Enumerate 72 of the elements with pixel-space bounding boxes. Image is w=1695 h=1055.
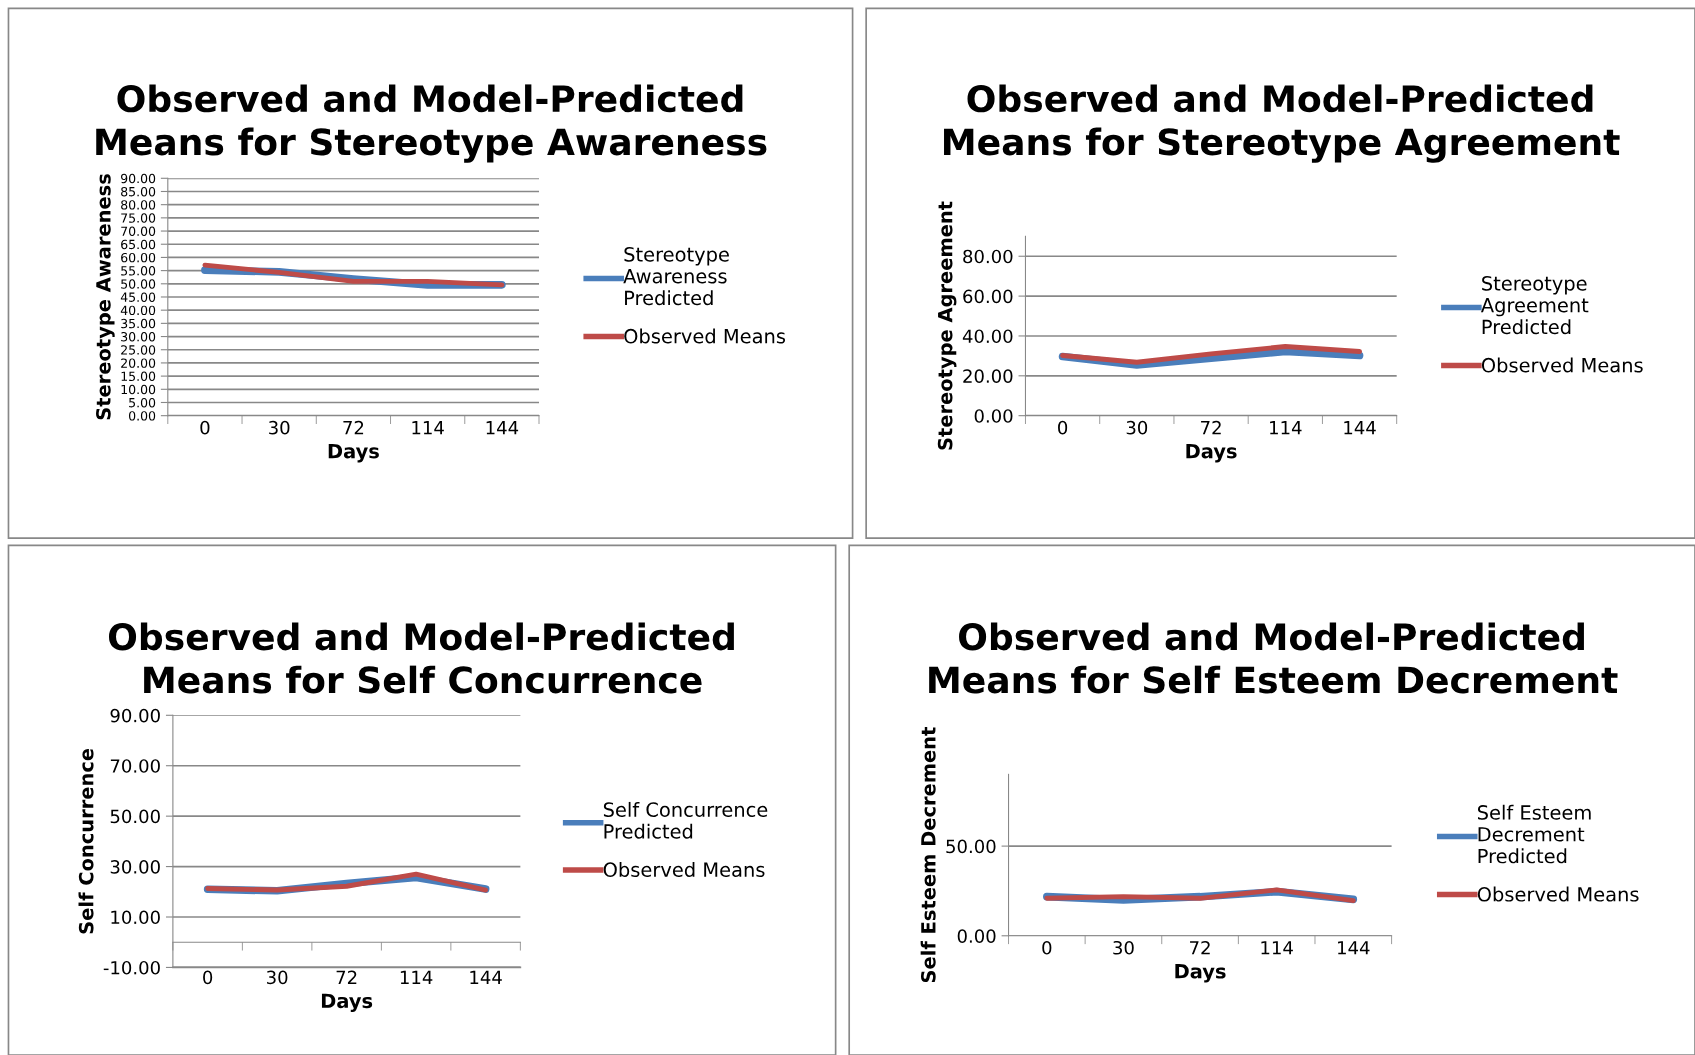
x-tick-label: 0 (1042, 940, 1052, 955)
chart-title: Observed and Model-Predicted Means for Stereotype Awareness (96, 84, 767, 163)
y-tick-label: 60.00 (963, 289, 1013, 304)
x-tick-label: 114 (1261, 941, 1293, 955)
y-tick-label: 40.00 (120, 305, 156, 316)
x-tick-label: 114 (1270, 421, 1302, 435)
chart-title: Observed and Model-Predicted Means for Stereotype Agreement (944, 84, 1620, 163)
x-axis-title: Days (1175, 964, 1226, 983)
y-tick-label: 10.00 (121, 384, 156, 395)
y-tick-label: 70.00 (121, 226, 156, 236)
y-tick-label: 15.00 (121, 371, 156, 382)
x-tick-label: 30 (1113, 940, 1134, 955)
legend-label: Self Esteem Decrement Predicted (1477, 804, 1591, 864)
y-tick-label: 75.00 (121, 213, 156, 223)
x-tick-label: 72 (1190, 940, 1210, 955)
y-axis-title: Stereotype Agreement (937, 201, 957, 450)
y-tick-label: 40.00 (962, 329, 1013, 344)
x-tick-label: 144 (1344, 421, 1376, 435)
x-tick-label: 72 (1201, 420, 1221, 435)
x-tick-label: 0 (200, 420, 210, 435)
x-tick-label: 114 (412, 421, 444, 435)
x-tick-label: 144 (470, 970, 502, 984)
legend-label: Observed Means (624, 328, 786, 344)
y-tick-label: 35.00 (121, 318, 156, 329)
x-tick-label: 30 (267, 970, 288, 985)
x-tick-label: 72 (343, 420, 364, 435)
x-axis-title: Days (321, 993, 373, 1013)
y-tick-label: 80.00 (963, 249, 1013, 264)
y-tick-label: 30.00 (110, 860, 160, 874)
y-tick-label: 50.00 (121, 279, 156, 289)
legend-label: Stereotype Agreement Predicted (1480, 276, 1589, 335)
x-tick-label: 0 (203, 970, 213, 985)
y-tick-label: 20.00 (121, 358, 156, 368)
legend-label: Observed Means (603, 861, 765, 878)
y-axis-title: Self Concurrence (78, 748, 94, 934)
x-tick-label: 144 (486, 421, 519, 435)
y-tick-label: 0.00 (974, 409, 1013, 423)
y-tick-label: 5.00 (129, 397, 156, 408)
y-axis-title: Self Esteem Decrement (920, 727, 936, 983)
y-tick-label: 60.00 (121, 252, 156, 263)
y-tick-label: 50.00 (946, 839, 996, 854)
y-tick-label: 0.00 (957, 929, 996, 943)
y-tick-label: 45.00 (120, 292, 156, 302)
x-tick-label: 30 (1126, 420, 1148, 435)
y-tick-label: 30.00 (121, 332, 156, 342)
legend-label: Observed Means (1477, 886, 1639, 902)
y-tick-label: -10.00 (103, 960, 160, 975)
y-tick-label: 90.00 (110, 708, 160, 723)
y-tick-label: 10.00 (111, 910, 160, 925)
x-tick-label: 114 (400, 970, 433, 984)
y-tick-label: 70.00 (110, 759, 160, 773)
chart-title: Observed and Model-Predicted Means for Self Esteem Decrement (929, 622, 1618, 694)
y-tick-label: 85.00 (121, 186, 156, 197)
y-tick-label: 55.00 (121, 266, 156, 276)
x-tick-label: 144 (1338, 941, 1370, 955)
y-axis-title: Stereotype Awareness (96, 174, 115, 420)
y-tick-label: 65.00 (121, 239, 156, 250)
legend-label: Self Concurrence Predicted (603, 801, 768, 839)
y-tick-label: 80.00 (121, 200, 156, 210)
x-tick-label: 0 (1058, 420, 1068, 435)
legend-label: Observed Means (1481, 357, 1643, 373)
legend-label: Stereotype Awareness Predicted (623, 247, 729, 306)
y-tick-label: 50.00 (110, 809, 160, 824)
x-axis-title: Days (1186, 444, 1237, 463)
y-tick-label: 25.00 (121, 345, 156, 355)
chart-title: Observed and Model-Predicted Means for Self Concurrence (108, 622, 734, 694)
y-tick-label: 20.00 (963, 369, 1013, 383)
y-tick-label: 0.00 (128, 411, 156, 421)
x-tick-label: 72 (336, 970, 357, 984)
y-tick-label: 90.00 (121, 173, 156, 184)
x-axis-title: Days (328, 444, 379, 463)
x-tick-label: 30 (269, 420, 290, 435)
